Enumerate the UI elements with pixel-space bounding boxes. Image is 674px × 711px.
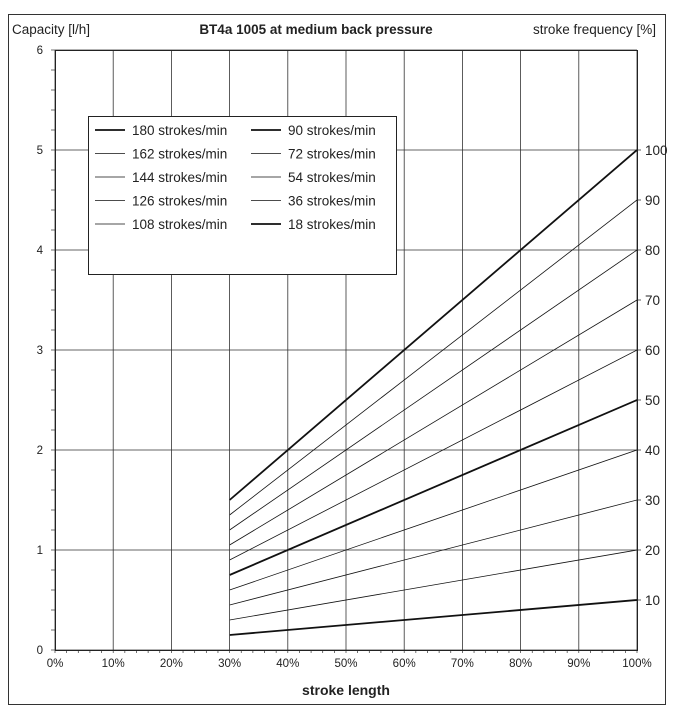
- y2-tick-label: 20: [645, 543, 660, 558]
- y-tick-label: 4: [37, 245, 44, 257]
- y-tick-label: 3: [37, 345, 43, 357]
- plot-area-border: [55, 50, 638, 651]
- series-line: [229, 449, 638, 591]
- series-line: [229, 499, 638, 606]
- y-tick-label: 2: [37, 445, 43, 457]
- y2-tick-label: 70: [645, 293, 660, 308]
- axis-ticks: 0% 10% 20% 30% 40% 50% 60% 70% 80% 90% 100% 0 1 2 3 4 5 6…: [37, 45, 668, 670]
- y-tick-label: 6: [37, 45, 43, 57]
- legend-label: 108 strokes/min: [132, 217, 227, 232]
- y2-tick-label: 30: [645, 493, 660, 508]
- legend-label: 72 strokes/min: [288, 147, 376, 162]
- series-line: [229, 399, 638, 576]
- y2-tick-label: 40: [645, 443, 660, 458]
- x-axis-label: stroke length: [302, 682, 390, 698]
- legend-label: 90 strokes/min: [288, 123, 376, 138]
- series-line: [229, 249, 638, 531]
- y2-tick-label: 50: [645, 393, 660, 408]
- chart-title: BT4a 1005 at medium back pressure: [199, 22, 433, 37]
- x-tick-label: 70%: [451, 658, 474, 670]
- x-tick-label: 20%: [160, 658, 183, 670]
- legend-label: 54 strokes/min: [288, 170, 376, 185]
- y2-axis-label: stroke frequency [%]: [533, 22, 656, 37]
- series-line: [229, 349, 638, 561]
- series-line: [229, 199, 638, 516]
- x-tick-label: 50%: [334, 658, 357, 670]
- y-tick-label: 0: [37, 645, 43, 657]
- x-tick-label: 40%: [276, 658, 299, 670]
- y-tick-label: 5: [37, 145, 43, 157]
- y2-tick-label: 80: [645, 243, 660, 258]
- legend: 180 strokes/min 162 strokes/min 144 stroke…: [88, 116, 397, 275]
- x-tick-label: 90%: [567, 658, 590, 670]
- x-tick-label: 60%: [393, 658, 416, 670]
- legend-label: 162 strokes/min: [132, 147, 227, 162]
- y-tick-label: 1: [37, 545, 43, 557]
- series-line: [229, 149, 638, 501]
- legend-label: 180 strokes/min: [132, 123, 227, 138]
- y2-tick-label: 100: [645, 143, 668, 158]
- x-tick-label: 10%: [102, 658, 125, 670]
- legend-label: 144 strokes/min: [132, 170, 227, 185]
- y2-tick-label: 60: [645, 343, 660, 358]
- x-tick-label: 100%: [622, 658, 651, 670]
- legend-label: 18 strokes/min: [288, 217, 376, 232]
- legend-box: [88, 116, 397, 275]
- legend-label: 126 strokes/min: [132, 194, 227, 209]
- series-line: [229, 299, 638, 546]
- series-line: [229, 599, 638, 636]
- x-tick-label: 0%: [47, 658, 64, 670]
- y2-tick-label: 90: [645, 193, 660, 208]
- x-tick-label: 80%: [509, 658, 532, 670]
- series-line: [229, 549, 638, 621]
- x-tick-label: 30%: [218, 658, 241, 670]
- outer-border: [8, 14, 666, 705]
- legend-label: 36 strokes/min: [288, 194, 376, 209]
- y-axis-label: Capacity [l/h]: [12, 22, 90, 37]
- y2-tick-label: 10: [645, 593, 660, 608]
- series-lines: [229, 149, 638, 636]
